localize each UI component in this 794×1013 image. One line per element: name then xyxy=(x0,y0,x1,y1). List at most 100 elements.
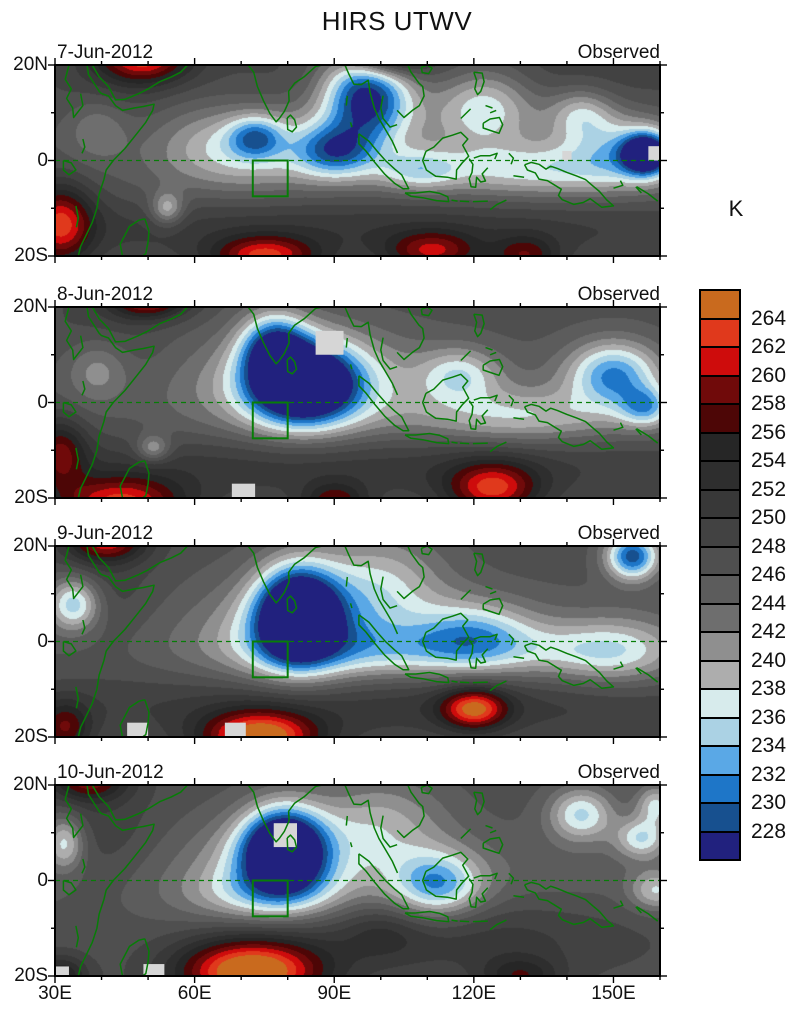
coastline xyxy=(513,895,525,898)
coastline xyxy=(75,925,80,948)
coastline xyxy=(460,589,472,601)
coastline xyxy=(420,545,433,556)
colorbar-unit-label: K xyxy=(728,196,744,221)
coastline xyxy=(451,919,458,922)
coastline xyxy=(77,306,155,499)
colorbar-tick-label: 230 xyxy=(751,791,787,814)
study-region-box xyxy=(251,159,289,198)
coastline xyxy=(91,306,189,343)
colorbar-tick-label: 264 xyxy=(751,306,787,330)
coastline xyxy=(482,358,504,377)
coastline xyxy=(62,159,77,176)
coastline xyxy=(451,680,458,683)
coastline xyxy=(77,784,155,977)
coastline xyxy=(485,104,493,109)
coastline xyxy=(513,175,525,178)
colorbar-tick-label: 238 xyxy=(751,677,787,700)
missing-data-box xyxy=(224,722,246,737)
coastline xyxy=(349,842,353,848)
coastline xyxy=(64,784,84,839)
coastline xyxy=(404,671,450,684)
coastline xyxy=(508,872,515,885)
colorbar-tick-label: 250 xyxy=(751,506,787,529)
coastline xyxy=(508,394,515,407)
coastline xyxy=(81,619,86,635)
coastline xyxy=(286,834,298,853)
coastline xyxy=(349,122,353,128)
coastline xyxy=(345,576,349,587)
coastline xyxy=(473,394,498,402)
coastline xyxy=(468,878,489,908)
lat-axis-label: 0 xyxy=(37,391,48,413)
coastline xyxy=(62,640,77,657)
coastline xyxy=(451,441,458,444)
coastline xyxy=(485,824,493,829)
colorbar-tick-label: 236 xyxy=(751,705,787,729)
coastline xyxy=(344,784,399,874)
coastline xyxy=(473,152,498,160)
map-panel-8-jun-2012 xyxy=(48,300,667,505)
coastline xyxy=(286,114,298,133)
missing-data-box xyxy=(55,966,69,976)
colorbar-tick-label: 260 xyxy=(751,363,787,387)
figure-title: HIRS UTWV xyxy=(321,6,473,36)
coastline xyxy=(613,422,624,431)
lat-axis-label: 20S xyxy=(14,245,48,266)
lon-axis-label: 30E xyxy=(38,983,72,1004)
coastline xyxy=(64,545,84,600)
coastline xyxy=(358,375,410,432)
panel-date-label: 8-Jun-2012 xyxy=(57,284,154,305)
panel-date-label: 10-Jun-2012 xyxy=(57,762,164,783)
coastline xyxy=(473,791,485,816)
map-overlay xyxy=(48,778,667,983)
colorbar-segment xyxy=(700,461,740,490)
coastline xyxy=(613,180,624,189)
coastline xyxy=(472,442,488,445)
coastline xyxy=(404,910,450,923)
study-region-box xyxy=(251,401,289,440)
lat-axis-label: 20S xyxy=(14,487,48,508)
coastline xyxy=(636,186,659,202)
coastline xyxy=(613,661,624,670)
coastline xyxy=(636,667,659,683)
colorbar-tick-label: 256 xyxy=(751,420,787,444)
map-overlay xyxy=(48,539,667,744)
panel-date-label: 7-Jun-2012 xyxy=(57,42,154,63)
lat-axis-label: 0 xyxy=(37,630,48,652)
coastline xyxy=(62,879,77,896)
coastline xyxy=(358,614,410,671)
coastline xyxy=(286,356,298,375)
panel-source-label: Observed xyxy=(577,762,660,783)
coastline xyxy=(81,380,86,396)
colorbar-segment xyxy=(700,632,740,661)
colorbar-segment xyxy=(700,831,740,860)
study-region-box xyxy=(251,640,289,679)
colorbar-segment xyxy=(700,746,740,775)
colorbar-tick-label: 234 xyxy=(751,734,787,757)
coastline xyxy=(420,784,433,795)
coastline xyxy=(489,590,497,595)
coastline xyxy=(482,116,504,135)
coastline xyxy=(459,920,470,923)
coastline xyxy=(358,853,410,910)
panel-source-label: Observed xyxy=(577,42,660,63)
coastline xyxy=(345,815,349,826)
coastline xyxy=(459,681,470,684)
coastline xyxy=(421,131,470,180)
colorbar-segment xyxy=(700,518,740,547)
coastline xyxy=(421,851,470,900)
colorbar-tick-label: 248 xyxy=(751,534,787,558)
coastline xyxy=(613,900,624,909)
colorbar-tick-label: 228 xyxy=(751,819,787,843)
colorbar-segment xyxy=(700,489,740,518)
colorbar-tick-label: 252 xyxy=(751,477,787,501)
missing-data-box xyxy=(231,483,256,498)
panel-frame xyxy=(54,784,661,977)
colorbar-tick-label: 240 xyxy=(751,648,787,672)
coastline xyxy=(404,190,450,203)
coastline xyxy=(635,667,642,675)
coastline xyxy=(489,351,497,356)
coastline xyxy=(473,71,485,96)
coastline xyxy=(119,218,150,257)
coastline xyxy=(473,633,498,641)
